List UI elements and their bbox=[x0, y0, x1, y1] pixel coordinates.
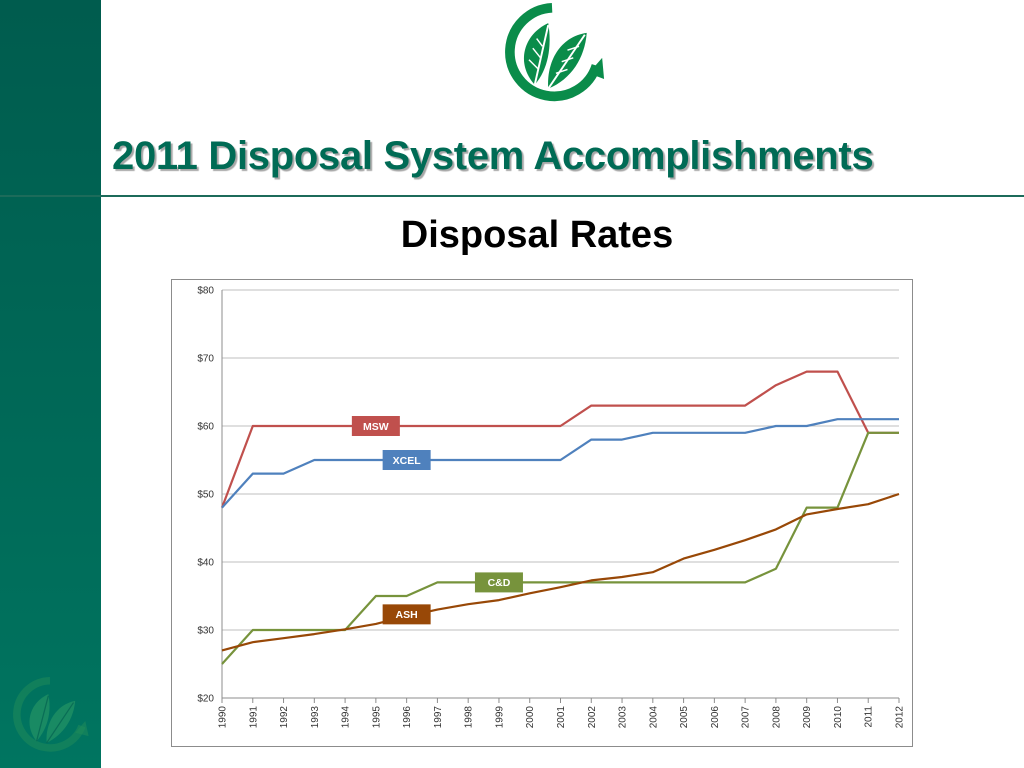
x-tick-label: 2005 bbox=[679, 706, 690, 729]
x-tick-label: 2010 bbox=[833, 706, 844, 729]
series-line-xcel bbox=[221, 418, 899, 509]
x-tick-label: 2000 bbox=[525, 706, 536, 729]
sidebar-band bbox=[0, 0, 101, 768]
x-tick-label: 2007 bbox=[741, 706, 752, 729]
y-tick-label: $50 bbox=[197, 490, 214, 501]
series-label-box bbox=[351, 416, 400, 436]
y-tick-label: $20 bbox=[197, 694, 214, 705]
x-tick-label: 2009 bbox=[802, 706, 813, 729]
series-label: ASH bbox=[396, 609, 418, 621]
series-line-ash bbox=[221, 492, 900, 652]
x-tick-label: 2003 bbox=[618, 706, 629, 729]
series-label: MSW bbox=[363, 421, 389, 433]
x-tick-label: 2002 bbox=[587, 706, 598, 729]
x-tick-label: 1990 bbox=[218, 706, 229, 729]
y-tick-label: $40 bbox=[197, 558, 214, 569]
y-tick-label: $30 bbox=[197, 626, 214, 637]
x-tick-label: 2008 bbox=[771, 706, 782, 729]
x-tick-label: 1994 bbox=[341, 706, 352, 729]
series-label: XCEL bbox=[393, 455, 422, 467]
series-line-c-d bbox=[221, 431, 899, 665]
x-tick-label: 1993 bbox=[310, 706, 321, 729]
x-tick-label: 1992 bbox=[279, 706, 290, 729]
series-label-box bbox=[382, 604, 431, 625]
x-tick-label: 2001 bbox=[556, 706, 567, 729]
disposal-rates-chart: $20 $30 $40 $50 $60 $70 $80 1990 1991 1992 1993 199… bbox=[197, 286, 906, 729]
x-tick-label: 1999 bbox=[494, 706, 505, 729]
x-tick-label: 1998 bbox=[464, 706, 475, 729]
leaf-recycle-logo-icon bbox=[505, 2, 605, 102]
series-label: C&D bbox=[488, 577, 511, 589]
slide-title: 2011 Disposal System Accomplishments bbox=[112, 134, 874, 178]
x-tick-label: 2011 bbox=[864, 706, 875, 728]
x-tick-label: 1997 bbox=[433, 706, 444, 729]
sidebar-leaf-logo-icon bbox=[13, 676, 89, 752]
y-tick-label: $70 bbox=[197, 354, 214, 365]
y-tick-label: $80 bbox=[197, 286, 214, 297]
x-tick-label: 2004 bbox=[648, 706, 659, 729]
title-divider bbox=[0, 195, 1024, 197]
chart-title: Disposal Rates bbox=[400, 214, 674, 256]
series-label-box bbox=[382, 450, 431, 470]
y-tick-label: $60 bbox=[197, 422, 214, 433]
x-tick-label: 2006 bbox=[710, 706, 721, 729]
x-tick-label: 1995 bbox=[371, 706, 382, 729]
series-label-box bbox=[474, 572, 523, 593]
chart-frame: $20 $30 $40 $50 $60 $70 $80 1990 1991 1992 1993 199… bbox=[171, 279, 913, 747]
x-tick-label: 2012 bbox=[895, 706, 906, 729]
x-tick-label: 1991 bbox=[248, 706, 259, 729]
x-tick-label: 1996 bbox=[402, 706, 413, 729]
series-line-msw bbox=[220, 370, 899, 508]
